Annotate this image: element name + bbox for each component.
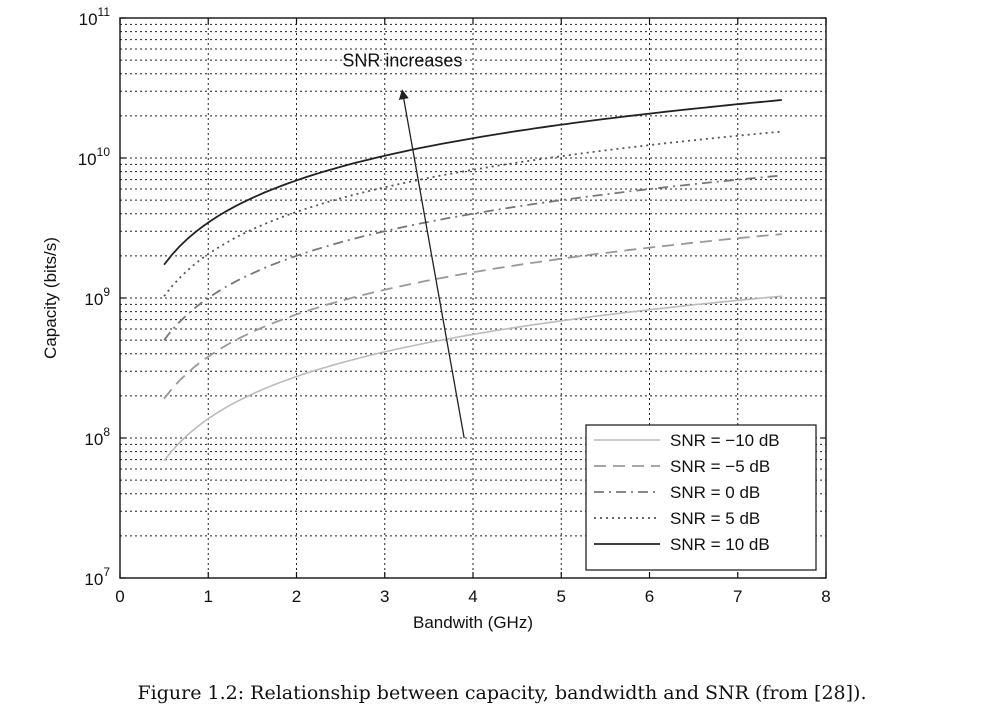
y-tick-label: 1011 [79,5,111,29]
x-tick-label: 5 [557,587,566,606]
series-line-0 [163,295,782,462]
y-tick-base: 10 [78,150,97,169]
y-tick-label: 1010 [78,145,111,169]
y-tick-label: 109 [84,285,110,309]
legend-label-0: SNR = −10 dB [670,431,780,450]
legend-box [585,424,817,571]
y-tick-exponent: 10 [97,145,111,159]
x-tick-label: 1 [204,587,213,606]
x-axis-label: Bandwith (GHz) [413,613,533,632]
series-lines [163,99,782,462]
x-axis-ticks: 0 1 2 3 4 5 6 7 8 [115,18,831,606]
y-tick-base: 10 [84,430,103,449]
y-tick-label: 107 [84,565,110,589]
legend-label-4: SNR = 10 dB [670,535,770,554]
x-tick-label: 4 [468,587,477,606]
y-axis-label: Capacity (bits/s) [41,237,60,359]
y-tick-exponent: 11 [98,5,111,19]
y-tick-exponent: 7 [103,565,110,579]
y-tick-exponent: 8 [103,425,110,439]
annotation: SNR increases [342,51,465,439]
legend: SNR = −10 dB SNR = −5 dB SNR = 0 dB SNR = 5… [585,424,817,571]
annotation-arrow [398,89,465,439]
series-line-4 [163,99,782,266]
y-tick-base: 10 [84,290,103,309]
y-tick-exponent: 9 [103,285,110,299]
annotation-label: SNR increases [342,51,462,71]
figure-caption: Figure 1.2: Relationship between capacit… [137,682,867,704]
y-tick-base: 10 [84,570,103,589]
x-tick-label: 7 [733,587,742,606]
y-tick-base: 10 [79,10,98,29]
x-tick-label: 6 [645,587,654,606]
series-line-3 [163,130,782,297]
legend-label-2: SNR = 0 dB [670,483,760,502]
legend-label-3: SNR = 5 dB [670,509,760,528]
x-tick-label: 8 [821,587,830,606]
x-tick-label: 3 [380,587,389,606]
x-tick-label: 0 [115,587,124,606]
x-tick-label: 2 [292,587,301,606]
legend-label-1: SNR = −5 dB [670,457,770,476]
y-tick-label: 108 [84,425,110,449]
